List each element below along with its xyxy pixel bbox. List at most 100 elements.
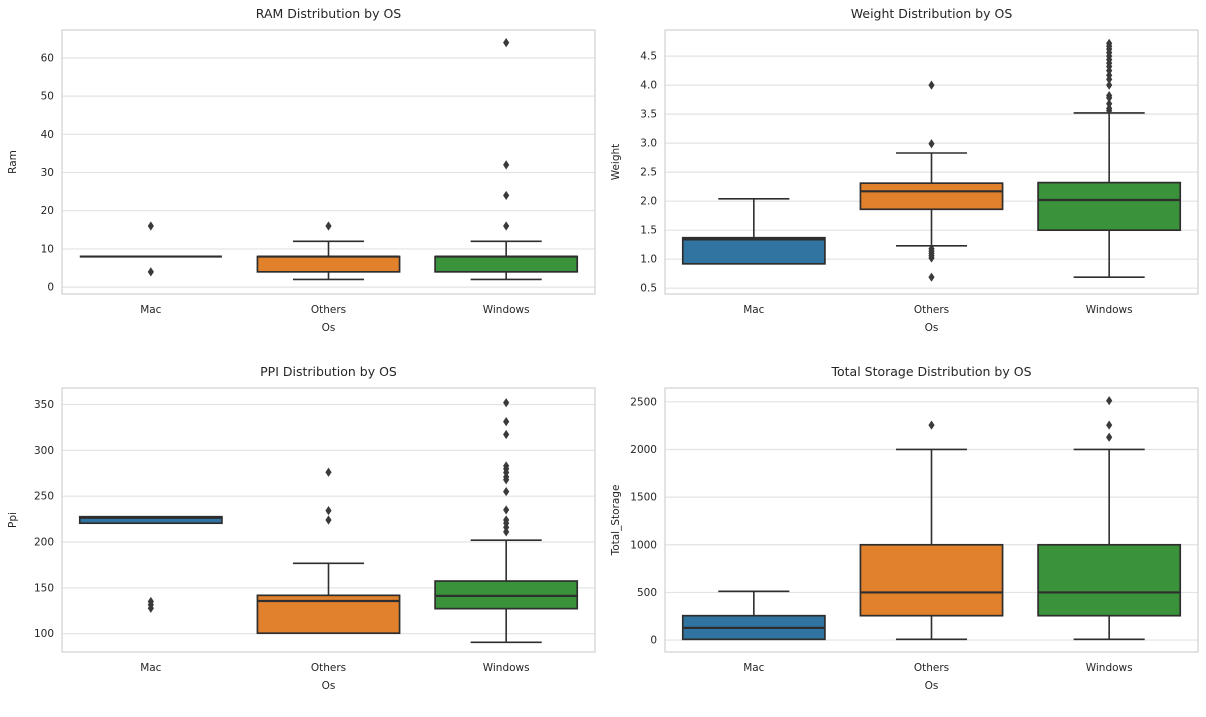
outlier-point bbox=[1106, 99, 1113, 109]
outlier-point bbox=[503, 515, 510, 525]
y-tick-label: 50 bbox=[41, 91, 54, 103]
y-tick-label: 100 bbox=[34, 628, 54, 640]
outlier-point bbox=[928, 420, 935, 430]
chart-weight-distribution: Weight Distribution by OS 0.5 1.0 1.5 2.0 2.5… bbox=[603, 0, 1206, 358]
x-tick-label: Mac bbox=[140, 662, 161, 674]
outlier-point bbox=[928, 80, 935, 90]
axes-border bbox=[664, 29, 1199, 295]
outlier-point bbox=[503, 38, 510, 48]
box-windows bbox=[1037, 38, 1182, 278]
y-tick-label: 10 bbox=[41, 243, 54, 255]
x-tick-label: Others bbox=[914, 662, 949, 674]
y-tick-label: 300 bbox=[34, 445, 54, 457]
outlier-point bbox=[147, 267, 154, 277]
outlier-point bbox=[928, 139, 935, 149]
iqr-box bbox=[434, 255, 579, 273]
x-axis-label: Os bbox=[925, 322, 939, 334]
outlier-point bbox=[503, 486, 510, 497]
y-tick-label: 3.5 bbox=[640, 109, 657, 121]
outlier-point bbox=[503, 190, 510, 201]
box-windows bbox=[1037, 396, 1182, 641]
chart-title: RAM Distribution by OS bbox=[256, 6, 402, 21]
boxplot-svg: Total Storage Distribution by OS 0 500 1000… bbox=[610, 364, 1199, 692]
outlier-point bbox=[1106, 432, 1113, 442]
y-tick-label: 250 bbox=[34, 491, 54, 503]
y-tick-label: 2.5 bbox=[640, 167, 657, 179]
box-mac bbox=[79, 221, 222, 277]
y-tick-label: 150 bbox=[34, 582, 54, 594]
y-tick-label: 30 bbox=[41, 167, 54, 179]
box-mac bbox=[681, 590, 826, 641]
box-windows bbox=[434, 38, 579, 281]
boxplot-svg: Weight Distribution by OS 0.5 1.0 1.5 2.0 2.5… bbox=[610, 6, 1199, 334]
chart-title: Total Storage Distribution by OS bbox=[830, 364, 1031, 379]
box-others bbox=[256, 221, 401, 281]
y-tick-label: 0 bbox=[650, 635, 657, 647]
x-tick-label: Windows bbox=[1086, 304, 1133, 316]
x-tick-label: Mac bbox=[140, 304, 161, 316]
boxplot-svg: PPI Distribution by OS 100 150 200 250 300 350… bbox=[7, 364, 596, 692]
chart-ram-distribution: RAM Distribution by OS 0 10 20 30 40 50 60 Ram Ma… bbox=[0, 0, 603, 358]
outlier-point bbox=[928, 244, 935, 254]
chart-title: PPI Distribution by OS bbox=[260, 364, 397, 379]
y-tick-label: 40 bbox=[41, 129, 54, 141]
box-others bbox=[859, 80, 1004, 282]
outlier-point bbox=[503, 160, 510, 170]
outlier-point bbox=[1106, 80, 1113, 90]
y-tick-label: 1.5 bbox=[640, 225, 657, 237]
iqr-box bbox=[681, 236, 826, 265]
iqr-box bbox=[256, 255, 401, 273]
y-axis-label: Weight bbox=[610, 144, 622, 181]
outlier-point bbox=[325, 515, 332, 525]
x-tick-label: Others bbox=[914, 304, 949, 316]
x-tick-label: Mac bbox=[743, 304, 764, 316]
outlier-point bbox=[503, 398, 510, 408]
y-tick-label: 1000 bbox=[630, 539, 657, 551]
outlier-point bbox=[1106, 103, 1113, 113]
x-tick-label: Windows bbox=[483, 662, 530, 674]
y-tick-label: 500 bbox=[637, 587, 657, 599]
x-tick-label: Others bbox=[311, 304, 346, 316]
grid-lines bbox=[62, 57, 595, 288]
outlier-point bbox=[1106, 38, 1113, 48]
axes-border bbox=[61, 387, 596, 653]
chart-title: Weight Distribution by OS bbox=[851, 6, 1013, 21]
outlier-point bbox=[928, 272, 935, 282]
outlier-point bbox=[1106, 70, 1113, 80]
outlier-point bbox=[325, 221, 332, 231]
outlier-point bbox=[503, 505, 510, 515]
outlier-point bbox=[1106, 90, 1113, 101]
y-tick-label: 20 bbox=[41, 205, 54, 217]
y-axis-label: Ram bbox=[7, 150, 19, 174]
y-tick-label: 2.0 bbox=[640, 196, 657, 208]
x-tick-label: Windows bbox=[483, 304, 530, 316]
outlier-point bbox=[147, 221, 154, 231]
iqr-box bbox=[859, 182, 1004, 211]
y-tick-label: 4.0 bbox=[640, 80, 657, 92]
x-tick-label: Mac bbox=[743, 662, 764, 674]
y-tick-label: 1.0 bbox=[640, 254, 657, 266]
outlier-point bbox=[1106, 396, 1113, 406]
y-tick-label: 1500 bbox=[630, 492, 657, 504]
y-axis-label: Total_Storage bbox=[610, 485, 622, 557]
iqr-box bbox=[859, 543, 1004, 617]
y-tick-label: 3.0 bbox=[640, 138, 657, 150]
y-tick-label: 0 bbox=[47, 282, 54, 294]
box-others bbox=[256, 467, 401, 635]
x-axis-label: Os bbox=[322, 322, 336, 334]
chart-total-storage-distribution: Total Storage Distribution by OS 0 500 1000… bbox=[603, 358, 1206, 716]
y-tick-label: 0.5 bbox=[640, 283, 657, 295]
x-tick-label: Others bbox=[311, 662, 346, 674]
box-mac bbox=[681, 198, 826, 265]
axes-border bbox=[664, 387, 1199, 653]
iqr-box bbox=[1037, 543, 1182, 617]
axes-border bbox=[61, 29, 596, 295]
outlier-point bbox=[325, 506, 332, 516]
x-tick-label: Windows bbox=[1086, 662, 1133, 674]
iqr-box bbox=[1037, 181, 1182, 232]
y-tick-label: 4.5 bbox=[640, 51, 657, 63]
outlier-point bbox=[503, 429, 510, 440]
y-tick-label: 60 bbox=[41, 52, 54, 64]
outlier-point bbox=[1106, 420, 1113, 430]
